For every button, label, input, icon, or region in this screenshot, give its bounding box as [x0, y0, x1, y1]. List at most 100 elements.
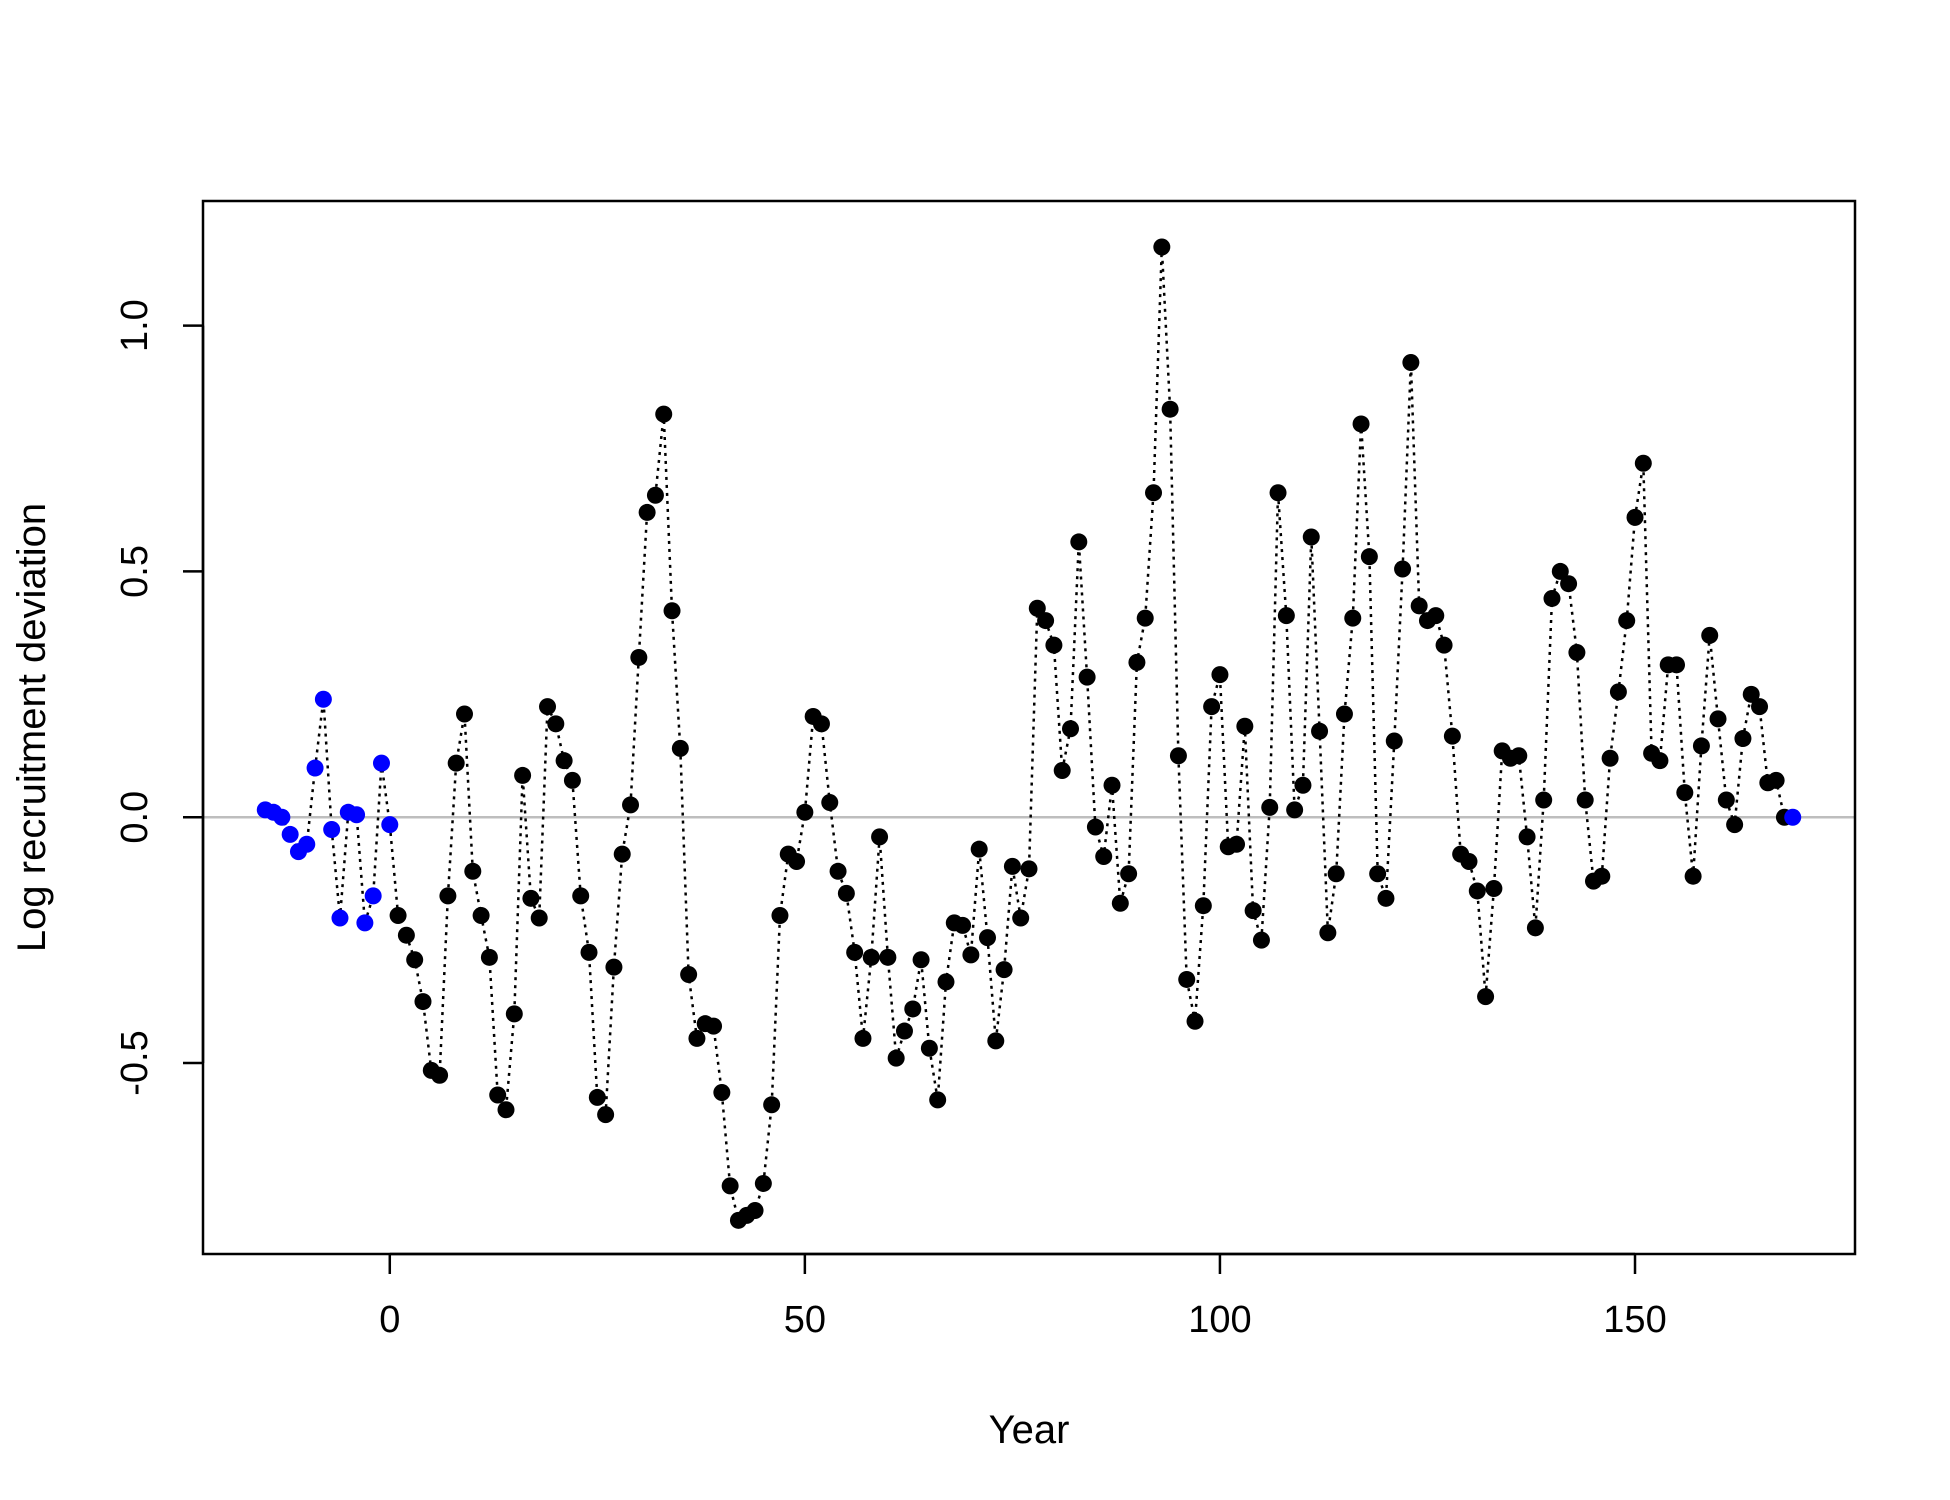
data-point	[431, 1066, 449, 1084]
data-point	[970, 840, 988, 858]
data-point	[1045, 636, 1063, 654]
data-point	[1535, 791, 1553, 809]
data-point	[1668, 656, 1686, 674]
data-point	[754, 1174, 772, 1192]
data-point	[1244, 902, 1262, 920]
data-point	[1161, 400, 1179, 418]
data-point	[862, 948, 880, 966]
plot-frame	[201, 199, 1857, 1256]
data-point	[721, 1177, 739, 1195]
data-point	[397, 926, 415, 944]
data-point	[688, 1029, 706, 1047]
data-point	[1402, 353, 1420, 371]
y-tick-label: 0.5	[114, 545, 156, 598]
data-point	[638, 503, 656, 521]
data-point	[1070, 533, 1088, 551]
data-point	[1510, 747, 1528, 765]
data-point	[663, 602, 681, 620]
data-point	[846, 943, 864, 961]
data-point	[464, 862, 482, 880]
data-point	[937, 973, 955, 991]
data-point	[978, 929, 996, 947]
data-point	[547, 715, 565, 733]
data-point	[1103, 776, 1121, 794]
data-point	[1435, 636, 1453, 654]
data-point	[281, 825, 299, 843]
data-point	[1460, 852, 1478, 870]
data-point	[1568, 644, 1586, 662]
data-point	[1228, 835, 1246, 853]
data-point	[1726, 816, 1744, 834]
data-point	[1294, 776, 1312, 794]
y-axis-title: Log recruitment deviation	[10, 503, 54, 952]
data-point	[705, 1017, 723, 1035]
data-point	[671, 739, 689, 757]
data-point	[646, 486, 664, 504]
data-point	[1676, 784, 1694, 802]
data-point	[1560, 575, 1578, 593]
data-point	[1518, 828, 1536, 846]
series-lines	[264, 246, 1793, 1223]
data-point	[605, 958, 623, 976]
data-point	[1319, 924, 1337, 942]
data-point	[580, 943, 598, 961]
data-point	[1485, 879, 1503, 897]
data-point	[372, 754, 390, 772]
data-point	[1335, 705, 1353, 723]
data-point	[1526, 919, 1544, 937]
data-point	[1111, 894, 1129, 912]
data-point	[655, 405, 673, 423]
data-point	[1701, 626, 1719, 644]
data-point	[1028, 599, 1046, 617]
data-point	[597, 1106, 615, 1124]
data-point	[821, 793, 839, 811]
series-connector-line	[264, 246, 1793, 1223]
data-point	[497, 1101, 515, 1119]
data-point	[879, 948, 897, 966]
data-point	[314, 690, 332, 708]
x-axis-title: Year	[989, 1408, 1070, 1452]
data-point	[912, 951, 930, 969]
data-point	[1468, 882, 1486, 900]
data-point	[1352, 415, 1370, 433]
data-point	[1443, 727, 1461, 745]
data-point	[1626, 508, 1644, 526]
data-point	[514, 766, 532, 784]
data-point	[522, 889, 540, 907]
data-point	[1086, 818, 1104, 836]
data-point	[1302, 528, 1320, 546]
y-axis: -0.5 0.0 0.5 1.0	[114, 299, 205, 1096]
data-point	[1269, 484, 1287, 502]
data-point	[414, 993, 432, 1011]
data-point	[1684, 867, 1702, 885]
data-point	[1311, 722, 1329, 740]
data-point	[1751, 698, 1769, 716]
data-point	[1003, 857, 1021, 875]
data-point	[771, 907, 789, 925]
data-point	[1369, 865, 1387, 883]
data-point	[1012, 909, 1030, 927]
data-point	[1095, 848, 1113, 866]
data-point	[1601, 749, 1619, 767]
data-point	[1153, 238, 1171, 256]
data-point	[489, 1086, 507, 1104]
data-point	[1186, 1012, 1204, 1030]
data-point	[447, 754, 465, 772]
data-point	[1136, 609, 1154, 627]
data-point	[389, 907, 407, 925]
data-point	[1053, 762, 1071, 780]
y-tick-label: 0.0	[114, 791, 156, 844]
data-point	[1145, 484, 1163, 502]
data-point	[796, 803, 814, 821]
y-tick-label: 1.0	[114, 299, 156, 352]
data-point	[904, 1000, 922, 1018]
data-point	[987, 1032, 1005, 1050]
data-point	[1194, 897, 1212, 915]
data-point	[1767, 771, 1785, 789]
data-point	[1062, 720, 1080, 738]
data-point	[788, 852, 806, 870]
data-point	[622, 796, 640, 814]
data-point	[962, 946, 980, 964]
data-point	[746, 1201, 764, 1219]
data-point	[306, 759, 324, 777]
